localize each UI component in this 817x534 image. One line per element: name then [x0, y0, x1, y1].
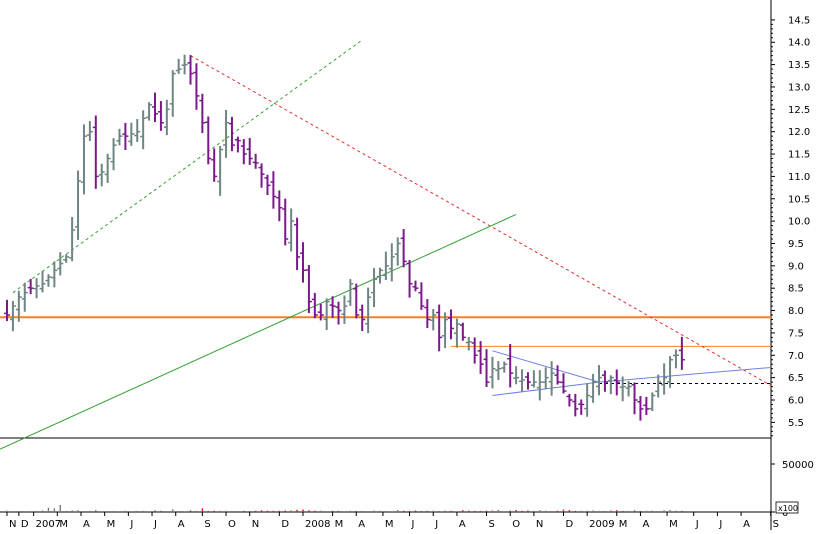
- time-tick-label: J: [129, 519, 133, 530]
- price-tick-label: 14.0: [788, 38, 810, 49]
- volume-tick-label: 50000: [782, 460, 814, 471]
- time-tick-label: 2009: [589, 519, 614, 530]
- volume-multiplier-label: x100: [778, 504, 798, 513]
- price-tick-label: 7.0: [788, 351, 804, 362]
- time-tick-label: O: [228, 519, 236, 530]
- time-tick-label: M: [385, 519, 394, 530]
- time-tick-label: A: [358, 519, 365, 530]
- price-tick-label: 14.5: [788, 15, 810, 26]
- time-tick-label: J: [434, 519, 438, 530]
- volume-bars-layer: [6, 504, 683, 512]
- price-tick-label: 9.5: [788, 239, 804, 250]
- time-tick-label: A: [642, 519, 649, 530]
- time-tick-label: J: [153, 519, 157, 530]
- price-tick-label: 7.5: [788, 328, 804, 339]
- time-tick-label: J: [411, 519, 415, 530]
- time-tick-label: J: [695, 519, 699, 530]
- price-tick-label: 11.0: [788, 172, 810, 183]
- price-tick-label: 10.0: [788, 217, 810, 228]
- time-tick-label: S: [773, 519, 779, 530]
- time-tick-label: M: [107, 519, 116, 530]
- time-tick-label: O: [512, 519, 520, 530]
- time-tick-label: A: [743, 519, 750, 530]
- time-tick-label: A: [83, 519, 90, 530]
- price-tick-label: 9.0: [788, 261, 804, 272]
- time-tick-label: D: [281, 519, 289, 530]
- price-tick-label: 11.5: [788, 150, 810, 161]
- price-tick-label: 13.5: [788, 60, 810, 71]
- price-bars-layer: [4, 54, 685, 421]
- time-tick-label: A: [459, 519, 466, 530]
- time-tick-label: D: [565, 519, 573, 530]
- volume-tick-label: 0: [782, 508, 788, 519]
- price-tick-label: 8.5: [788, 284, 804, 295]
- time-tick-label: D: [21, 519, 29, 530]
- price-tick-label: 6.0: [788, 395, 804, 406]
- trendline-layer: [0, 39, 772, 450]
- time-tick-label: N: [536, 519, 543, 530]
- time-tick-label: N: [252, 519, 259, 530]
- time-tick-label: M: [335, 519, 344, 530]
- time-tick-label: M: [59, 519, 68, 530]
- price-tick-label: 13.0: [788, 82, 810, 93]
- time-tick-label: 2007: [36, 519, 61, 530]
- price-tick-label: 12.0: [788, 127, 810, 138]
- price-tick-label: 12.5: [788, 105, 810, 116]
- trend-line: [492, 381, 600, 397]
- price-tick-label: 5.5: [788, 418, 804, 429]
- time-tick-label: M: [619, 519, 628, 530]
- price-tick-label: 8.0: [788, 306, 804, 317]
- time-tick-label: 2008: [305, 519, 330, 530]
- trend-line: [598, 366, 772, 383]
- time-tick-label: A: [178, 519, 185, 530]
- axis-layer: 14.5 14.0 13.5 13.0 12.5 12.0 11.5 11.0 10.5 10.0…: [6, 15, 814, 530]
- time-tick-label: N: [9, 519, 16, 530]
- trend-line: [0, 213, 517, 450]
- time-tick-label: S: [489, 519, 495, 530]
- price-tick-label: 6.5: [788, 373, 804, 384]
- time-tick-label: J: [718, 519, 722, 530]
- price-tick-label: 10.5: [788, 194, 810, 205]
- volume-multiplier-box: [775, 501, 799, 514]
- time-tick-label: S: [204, 519, 210, 530]
- time-tick-label: M: [669, 519, 678, 530]
